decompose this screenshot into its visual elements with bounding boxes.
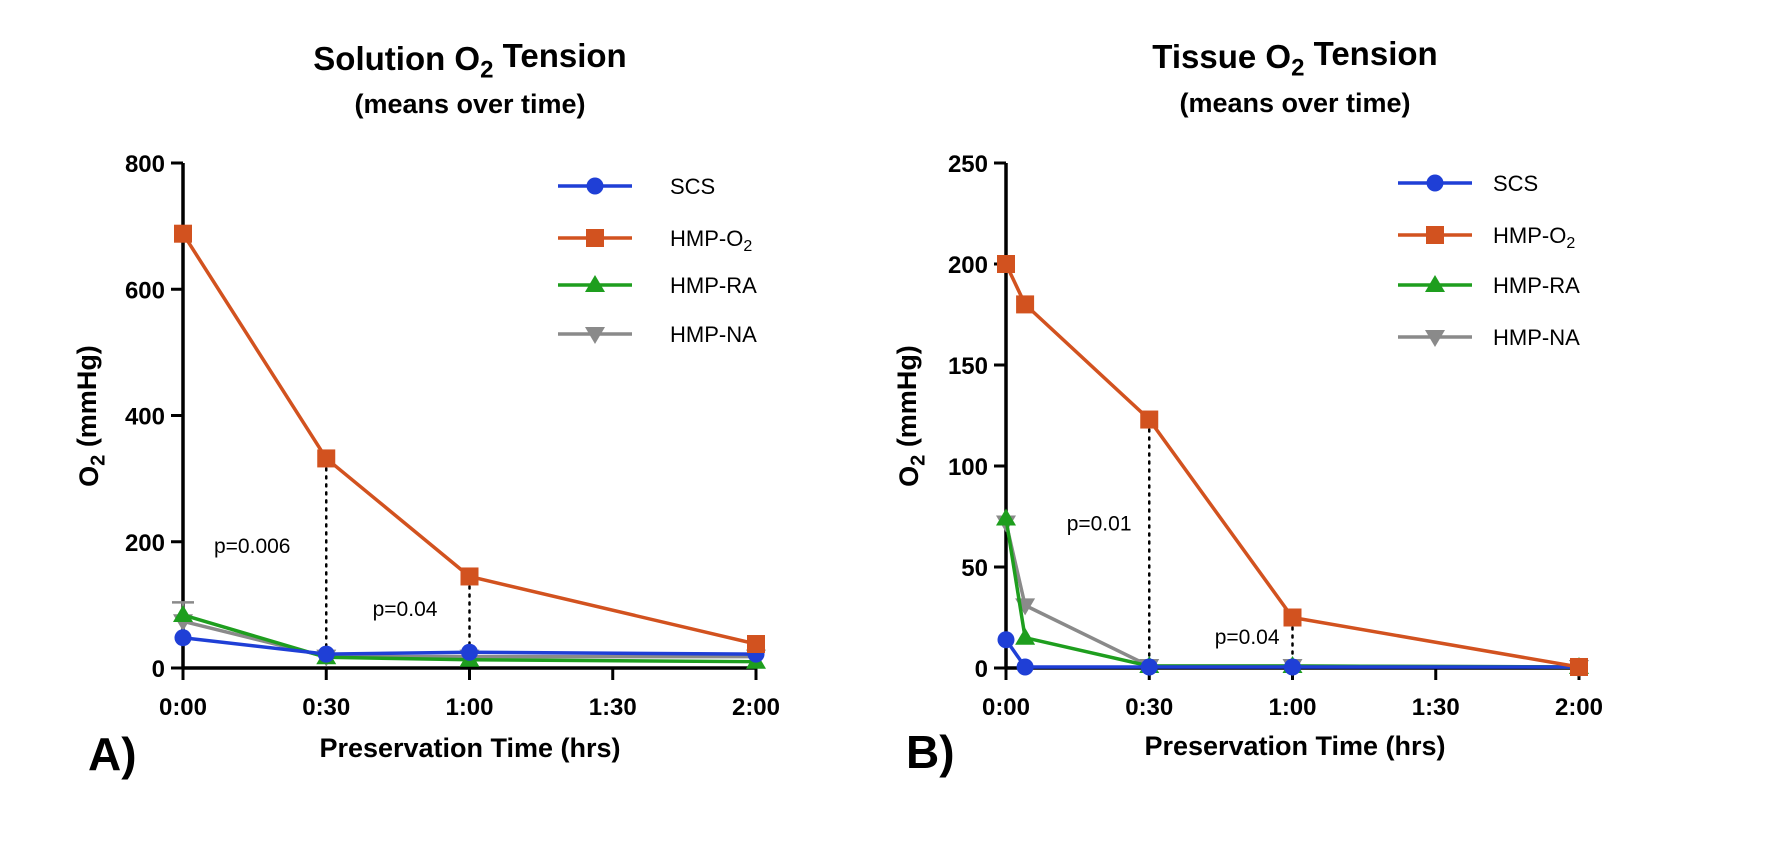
data-point-hmp-o	[460, 567, 479, 586]
legend-marker	[1426, 226, 1444, 244]
chart-subtitle: (means over time)	[354, 89, 585, 119]
y-tick-label: 600	[125, 277, 165, 304]
data-point-hmp-ra	[996, 508, 1016, 526]
legend-marker	[1425, 330, 1445, 347]
legend-label: HMP-RA	[1493, 273, 1580, 298]
x-tick-label: 0:00	[982, 694, 1030, 721]
x-tick-label: 2:00	[1555, 694, 1603, 721]
legend-label: HMP-O2	[1493, 223, 1575, 252]
data-point-scs	[1140, 658, 1158, 676]
legend-label: HMP-NA	[1493, 325, 1580, 350]
data-point-hmp-o	[1570, 657, 1588, 676]
x-tick-label: 1:00	[1268, 694, 1316, 721]
x-tick-label: 1:30	[1412, 694, 1460, 721]
panel-label: B)	[906, 726, 955, 778]
data-point-hmp-o	[997, 255, 1015, 273]
x-axis-label: Preservation Time (hrs)	[319, 733, 620, 763]
series-line-hmp-o	[181, 232, 757, 646]
series-line-hmp-ra	[182, 613, 757, 664]
y-tick-label: 50	[961, 555, 988, 582]
legend-label: SCS	[670, 174, 715, 199]
chart-subtitle: (means over time)	[1179, 88, 1410, 118]
legend-marker	[585, 275, 605, 292]
legend-label: SCS	[1493, 171, 1538, 196]
legend-label: HMP-RA	[670, 273, 757, 298]
legend-marker	[1426, 174, 1444, 192]
data-point-scs	[997, 631, 1015, 649]
chart-title: Solution O2 Tension	[313, 37, 626, 84]
data-point-hmp-o	[1016, 295, 1035, 314]
data-point-scs	[174, 629, 192, 647]
legend-label: HMP-NA	[670, 322, 757, 347]
panel-a-chart: Solution O2 Tension (means over time) 0 200…	[72, 37, 780, 780]
panel-label: A)	[88, 728, 137, 780]
data-point-scs	[461, 643, 478, 661]
legend-marker	[1425, 275, 1445, 292]
y-tick-label: 250	[948, 151, 988, 178]
x-axis-label: Preservation Time (hrs)	[1144, 731, 1445, 761]
legend-label: HMP-O2	[670, 226, 752, 255]
data-point-hmp-o	[174, 224, 192, 243]
data-point-hmp-o	[317, 449, 336, 468]
legend-marker	[585, 327, 605, 344]
data-point-scs	[1284, 658, 1301, 676]
series-line-hmp-na	[182, 619, 756, 659]
p-value-label: p=0.01	[1067, 513, 1132, 536]
x-tick-label: 1:30	[589, 694, 637, 721]
x-tick-label: 2:00	[732, 694, 780, 721]
p-value-label: p=0.04	[1215, 626, 1280, 649]
y-axis-label: O2 (mmHg)	[892, 345, 930, 487]
panel-b-chart: Tissue O2 Tension (means over time) 0 50 100…	[892, 35, 1603, 778]
y-tick-label: 0	[152, 656, 165, 683]
y-axis-label: O2 (mmHg)	[72, 345, 110, 487]
y-tick-label: 150	[948, 353, 988, 380]
x-tick-label: 1:00	[445, 694, 493, 721]
p-value-label: p=0.006	[214, 535, 291, 558]
data-point-hmp-ra	[173, 604, 193, 622]
y-tick-label: 200	[948, 252, 988, 279]
legend-marker	[586, 177, 604, 195]
x-tick-label: 0:00	[159, 694, 207, 721]
data-point-scs	[317, 645, 335, 663]
legend-marker	[586, 229, 604, 247]
series-line-scs	[182, 635, 757, 656]
data-point-scs	[1016, 658, 1034, 676]
y-tick-label: 0	[975, 656, 988, 683]
chart-title: Tissue O2 Tension	[1152, 35, 1437, 82]
p-value-label: p=0.04	[373, 598, 438, 621]
data-point-hmp-ra	[1015, 627, 1036, 645]
y-tick-label: 200	[125, 530, 165, 557]
y-tick-label: 800	[125, 151, 165, 178]
y-tick-label: 100	[948, 454, 988, 481]
data-point-hmp-o	[747, 635, 765, 654]
y-tick-label: 400	[125, 404, 165, 431]
x-tick-label: 0:30	[1125, 694, 1173, 721]
x-tick-label: 0:30	[302, 694, 350, 721]
data-point-hmp-o	[1140, 410, 1159, 429]
data-point-hmp-o	[1283, 608, 1302, 627]
